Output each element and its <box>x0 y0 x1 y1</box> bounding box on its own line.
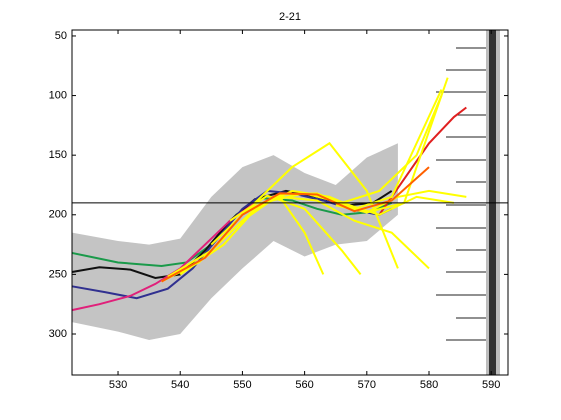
series-line <box>161 166 430 283</box>
x-tick-label: 580 <box>420 379 438 391</box>
y-tick-label: 250 <box>49 268 67 280</box>
chart-title: 2-21 <box>279 11 301 23</box>
series-line <box>279 195 430 270</box>
x-tick-label: 590 <box>482 379 500 391</box>
y-tick-label: 100 <box>49 89 67 101</box>
x-tick-label: 550 <box>233 379 251 391</box>
y-tick-label: 300 <box>49 328 67 340</box>
series-line <box>378 106 467 216</box>
x-tick-label: 560 <box>295 379 313 391</box>
y-tick-label: 150 <box>49 149 67 161</box>
x-tick-label: 530 <box>109 379 127 391</box>
series-line <box>254 141 399 269</box>
x-tick-label: 570 <box>358 379 376 391</box>
x-tick-label: 540 <box>171 379 189 391</box>
y-tick-label: 50 <box>55 30 67 42</box>
series-line <box>229 194 362 276</box>
axes-box <box>71 29 509 376</box>
y-tick-label: 200 <box>49 209 67 221</box>
